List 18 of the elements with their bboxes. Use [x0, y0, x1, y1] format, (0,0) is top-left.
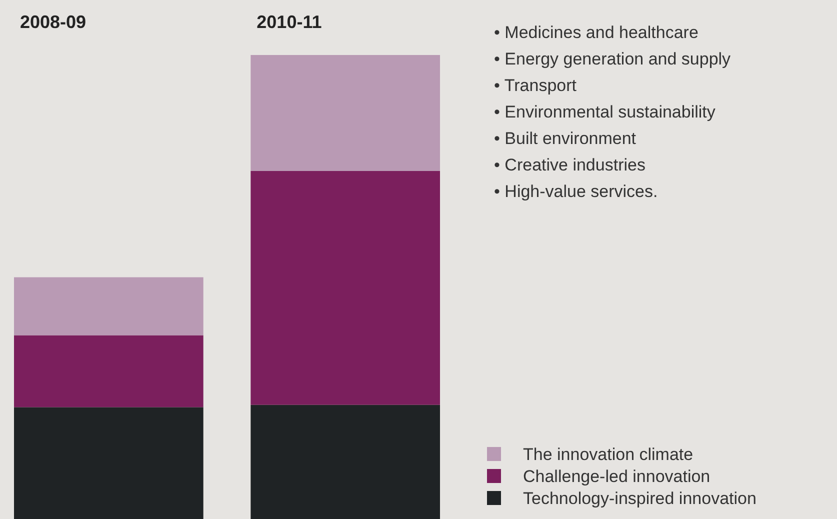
legend-label: The innovation climate	[523, 445, 694, 464]
text: • Energy generation and supply	[494, 50, 732, 68]
legend-label: Challenge-led innovation	[523, 467, 710, 486]
text: • Built environment	[494, 129, 636, 148]
text: • Environmental sustainability	[494, 102, 716, 122]
bar	[250, 171, 440, 405]
bar	[14, 335, 204, 408]
bar	[250, 55, 440, 171]
bar	[250, 404, 440, 519]
text: • Medicines and healthcare	[494, 23, 698, 42]
bar	[14, 277, 204, 336]
text: • High-value services.	[494, 182, 658, 201]
legend-label: Technology-inspired innovation	[523, 489, 756, 508]
bar	[14, 407, 204, 519]
text: • Transport	[494, 76, 577, 95]
x-tick-label: 2010-11	[256, 12, 322, 32]
text: • Creative industries	[494, 156, 646, 174]
x-tick-label: 2008-09	[20, 12, 86, 32]
